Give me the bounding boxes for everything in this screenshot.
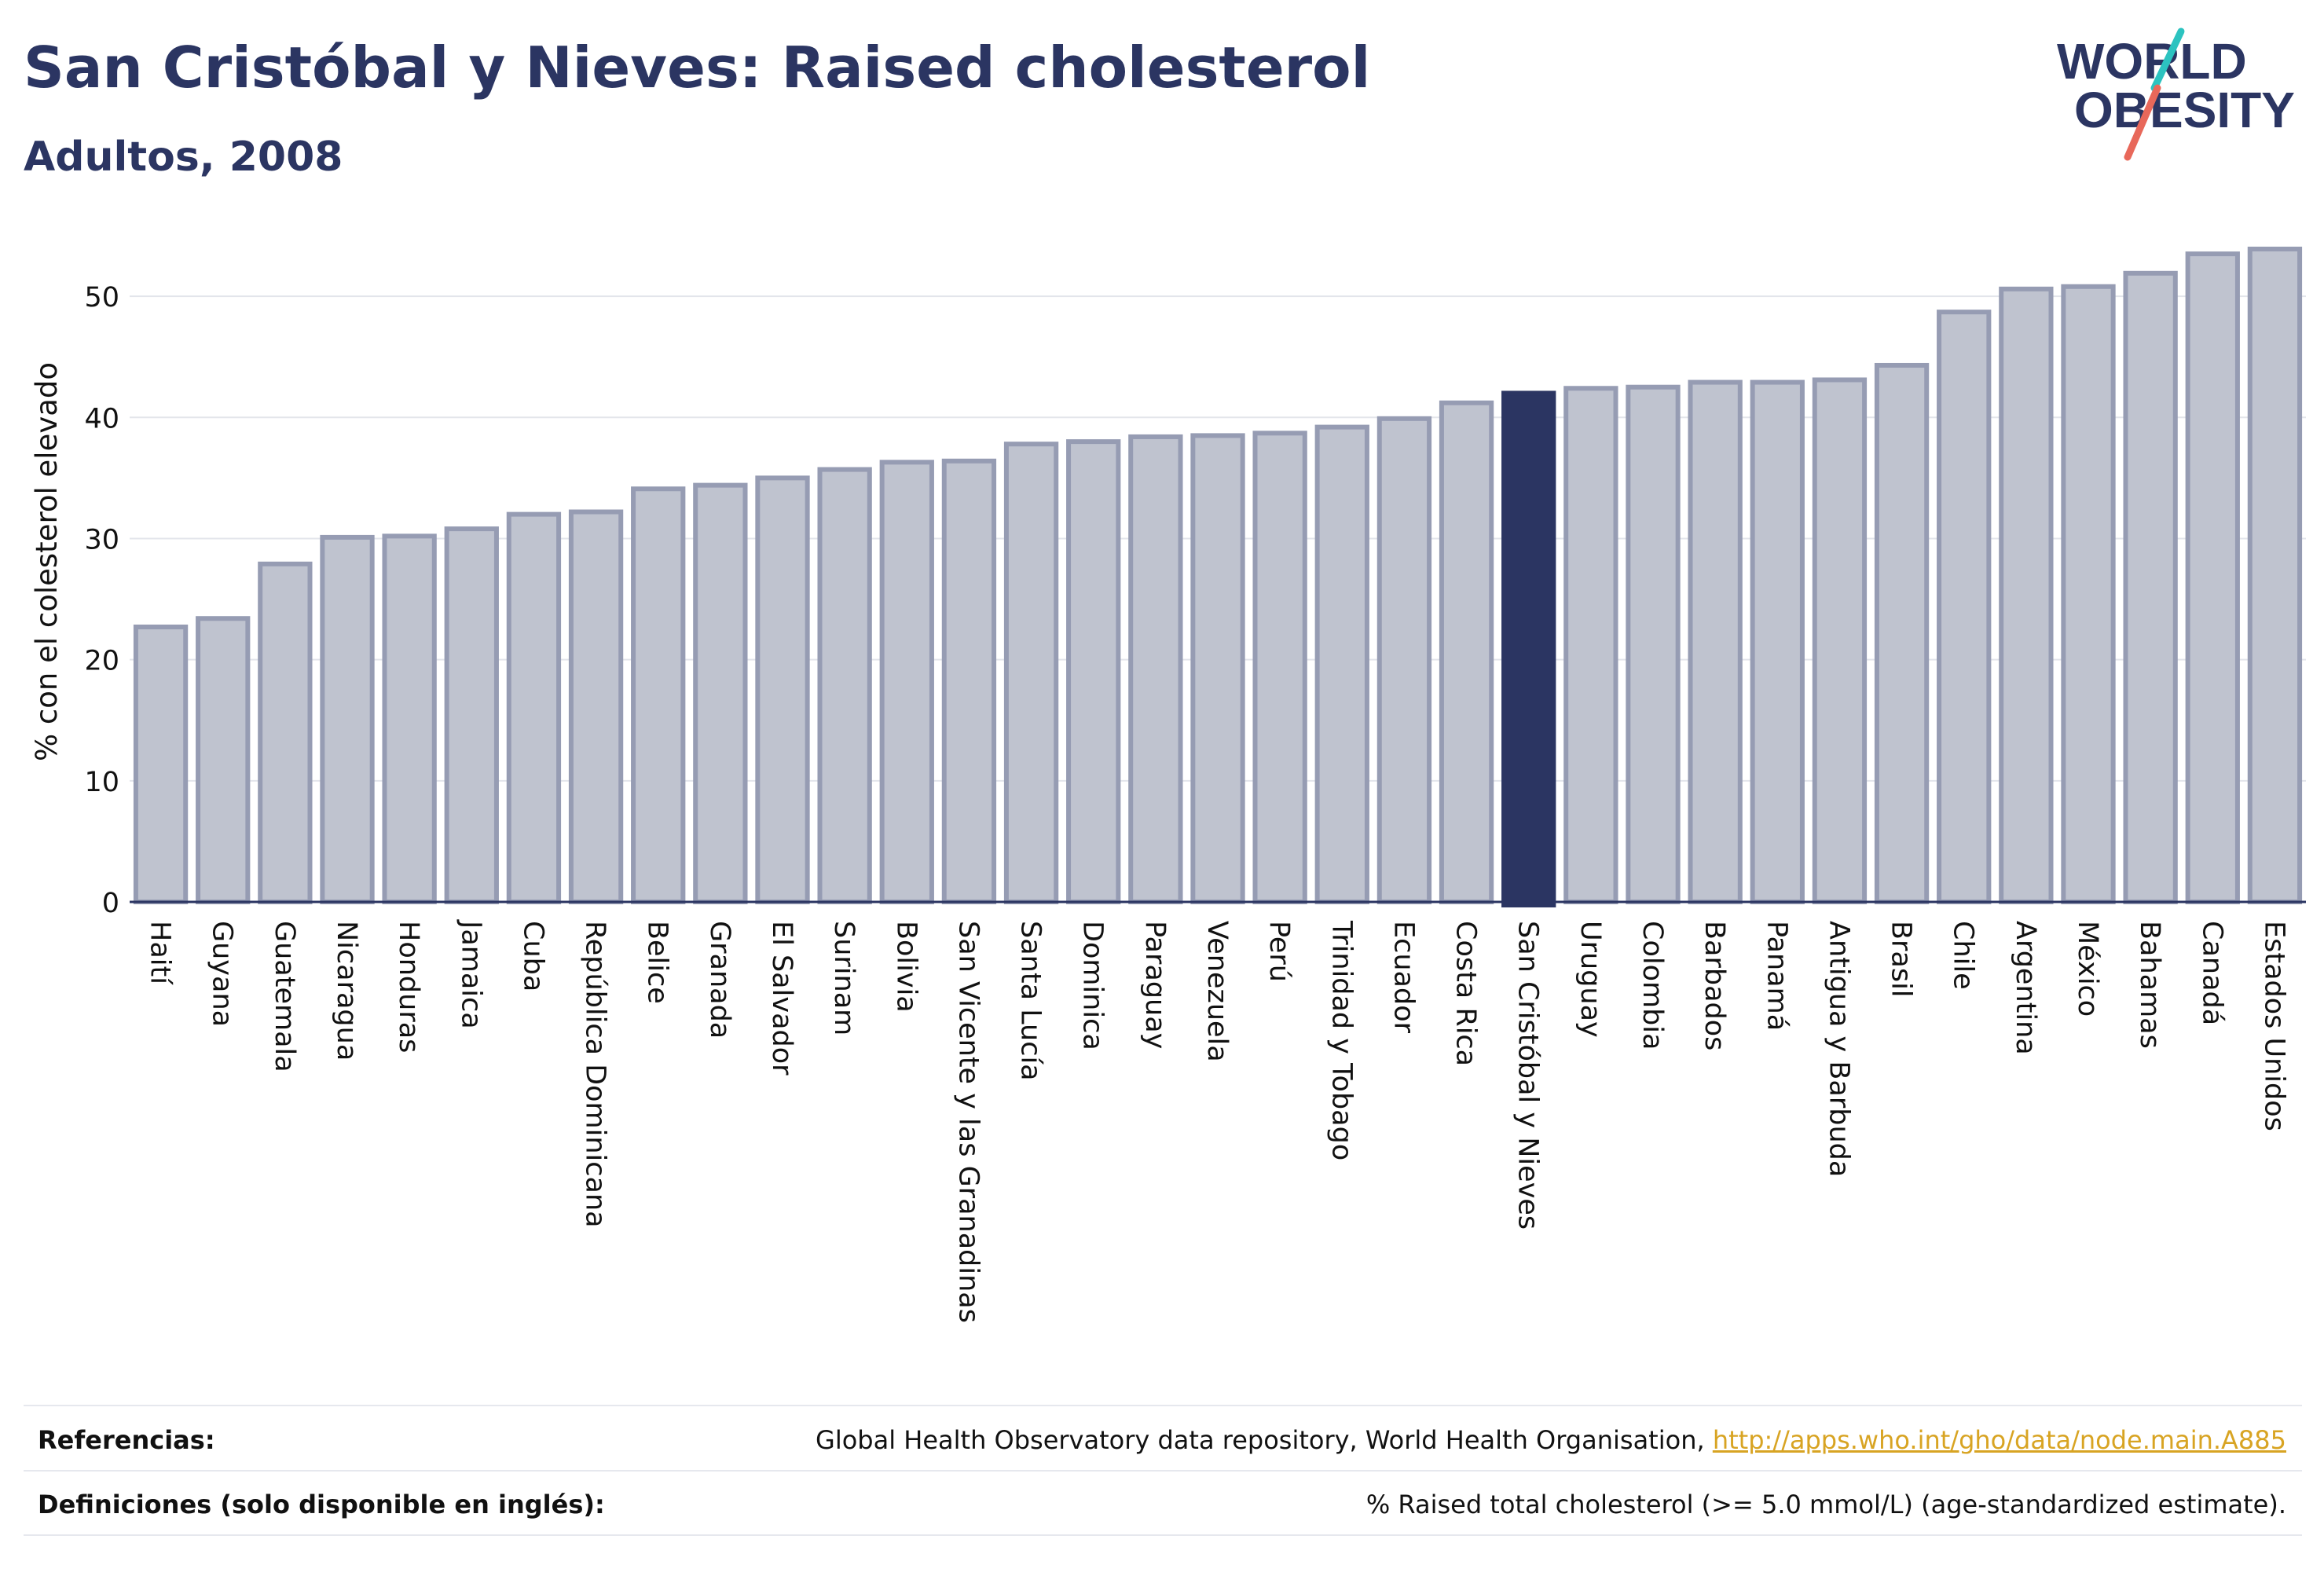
x-tick-label: Costa Rica [1450,921,1482,1066]
bar [1252,431,1307,904]
bar [2061,284,2116,905]
logo-line2: OBESITY [2074,82,2295,138]
x-tick-label: San Vicente y las Granadinas [952,921,984,1323]
x-tick-label: República Dominicana [580,921,611,1228]
x-tick-label: Nicaragua [331,921,362,1061]
references-value: Global Health Observatory data repositor… [816,1425,2286,1455]
x-tick-label: Honduras [393,921,424,1053]
logo-slash-coral [2124,84,2161,161]
y-tick-label: 20 [84,646,119,677]
bar [382,533,437,904]
bar-layer [133,246,2303,908]
bar [2123,270,2178,904]
x-tick-label: Argentina [2010,921,2041,1055]
x-tick-label: Venezuela [1201,921,1233,1062]
x-tick-label: Bolivia [890,921,922,1013]
chart-subtitle: Adultos, 2008 [24,134,343,181]
x-tick-label: Dominica [1077,921,1109,1050]
bar [1003,442,1059,904]
y-tick-label: 0 [102,888,119,919]
x-tick-label: Canadá [2196,921,2227,1025]
x-tick-label: El Salvador [766,921,797,1076]
bar [1314,424,1369,904]
x-tick-label: Surinam [828,921,860,1035]
bar [941,458,997,904]
x-tick-label: Guatemala [269,921,300,1072]
bar [196,616,251,904]
y-axis-title: % con el colesterol elevado [30,362,64,761]
x-tick-label: Granada [704,921,735,1039]
x-tick-label: Paraguay [1139,921,1171,1049]
bar [506,511,562,904]
references-label: Referencias: [38,1425,215,1455]
x-tick-label: Brasil [1886,921,1917,998]
bar [693,482,748,904]
x-tick-label: Colombia [1637,921,1668,1050]
bar [1376,416,1432,904]
bar [631,486,686,904]
bar-chart: 0 10 20 30 40 50 Haití Guyana Guatemala Nicaragua… [30,246,2306,1323]
bar [133,625,189,904]
y-tick-label: 10 [84,767,119,798]
bar [1439,400,1494,904]
x-tick-label: Perú [1263,921,1295,982]
y-tick-label: 40 [84,403,119,434]
axis-layer: 0 10 20 30 40 50 Haití Guyana Guatemala Nicaragua… [84,282,2306,1323]
bar [755,475,810,904]
logo-slash-teal [2150,27,2185,92]
x-tick-label: Panamá [1761,921,1792,1031]
logo-line1: WORLD [2057,33,2247,90]
x-tick-label: Estados Unidos [2258,921,2289,1131]
footer-divider-top [24,1405,2302,1406]
x-tick-label: Bahamas [2134,921,2165,1049]
x-tick-label: Trinidad y Tobago [1325,920,1357,1160]
bar-highlighted [1501,390,1556,908]
x-tick-label: Cuba [517,921,548,991]
x-tick-label: Uruguay [1574,921,1606,1038]
bar [258,561,313,904]
world-obesity-logo: WORLD OBESITY [2057,27,2295,161]
y-tick-label: 30 [84,524,119,555]
bar [1128,434,1183,904]
bar [2185,251,2240,904]
bar [1190,433,1245,904]
bar [568,509,624,904]
x-tick-label: Haití [145,921,176,985]
chart-title: San Cristóbal y Nieves: Raised cholester… [24,35,1371,101]
footer-divider-middle [24,1470,2302,1472]
bar [1688,379,1743,904]
footer-divider-bottom [24,1534,2302,1536]
definitions-value: % Raised total cholesterol (>= 5.0 mmol/… [1365,1490,2286,1519]
x-tick-label: Antigua y Barbuda [1823,921,1854,1177]
x-tick-label: Guyana [207,921,238,1027]
x-tick-label: Chile [1948,921,1979,990]
bar [2247,246,2303,904]
bar [444,526,499,904]
references-link[interactable]: http://apps.who.int/gho/data/node.main.A… [1712,1425,2286,1455]
x-tick-label: Barbados [1699,921,1730,1050]
x-tick-label: México [2072,921,2103,1017]
x-tick-label: Ecuador [1387,921,1419,1034]
x-tick-label: Santa Lucía [1015,921,1047,1081]
bar [1750,379,1805,904]
bar [1626,384,1681,904]
bar [320,534,375,904]
x-tick-label: Jamaica [455,919,486,1029]
x-tick-label: Belice [642,921,673,1004]
bar [817,467,872,904]
bar [1874,362,1930,904]
definitions-label: Definiciones (solo disponible en inglés)… [38,1490,605,1519]
bar [879,460,934,904]
bar [1563,386,1618,904]
y-tick-label: 50 [84,282,119,313]
bar [1812,377,1868,904]
bar [1937,310,1992,905]
bar [1999,286,2054,904]
x-tick-label: San Cristóbal y Nieves [1512,921,1544,1230]
bar [1066,439,1121,904]
references-text: Global Health Observatory data repositor… [816,1425,1713,1455]
